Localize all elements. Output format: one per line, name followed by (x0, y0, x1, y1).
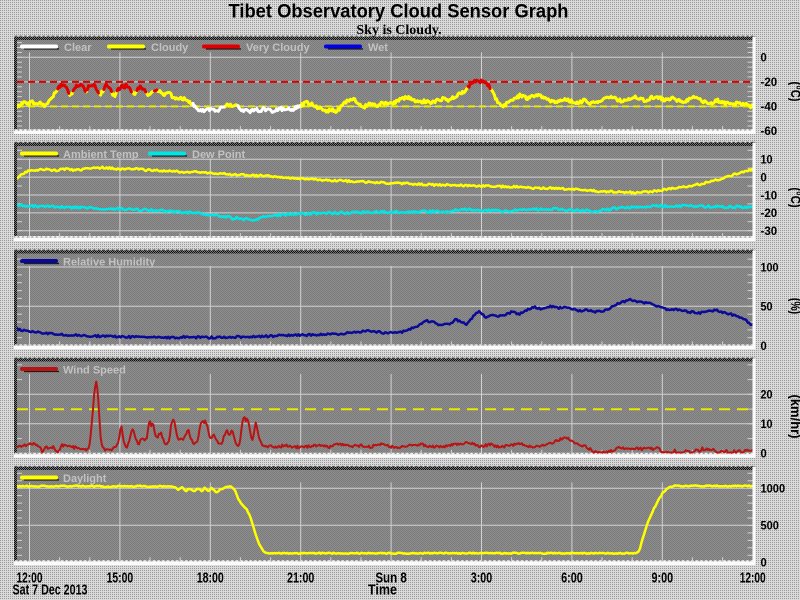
svg-text:(°C): (°C) (788, 187, 800, 207)
svg-text:(°C): (°C) (788, 82, 800, 102)
svg-text:Sun 8: Sun 8 (375, 571, 407, 587)
svg-text:Wind Speed: Wind Speed (63, 364, 126, 376)
svg-text:-20: -20 (761, 206, 778, 220)
svg-text:0: 0 (761, 447, 767, 461)
svg-text:0: 0 (761, 170, 767, 184)
svg-text:-40: -40 (761, 100, 778, 114)
svg-text:12:00: 12:00 (740, 571, 766, 587)
svg-text:-60: -60 (761, 124, 778, 138)
svg-text:Relative Humidity: Relative Humidity (63, 256, 156, 268)
svg-text:Daylight: Daylight (63, 473, 107, 485)
svg-text:9:00: 9:00 (652, 571, 674, 587)
svg-text:6:00: 6:00 (561, 571, 583, 587)
svg-text:15:00: 15:00 (107, 571, 134, 587)
svg-text:12:00: 12:00 (17, 571, 43, 587)
svg-text:0: 0 (761, 339, 767, 353)
svg-text:50: 50 (761, 300, 773, 314)
svg-text:1000: 1000 (761, 482, 786, 496)
svg-text:Dew Point: Dew Point (192, 149, 246, 161)
svg-text:Very Cloudy: Very Cloudy (246, 42, 310, 54)
svg-text:0: 0 (761, 556, 767, 570)
svg-text:Clear: Clear (64, 42, 92, 54)
svg-text:Cloudy: Cloudy (151, 42, 189, 54)
svg-text:18:00: 18:00 (197, 571, 224, 587)
svg-text:500: 500 (761, 519, 779, 533)
svg-text:Tibet Observatory Cloud Sensor: Tibet Observatory Cloud Sensor Graph (229, 2, 569, 23)
svg-text:Time: Time (368, 583, 397, 599)
svg-text:Sat 7 Dec 2013: Sat 7 Dec 2013 (13, 583, 88, 599)
svg-text:Sky is Cloudy.: Sky is Cloudy. (356, 23, 441, 38)
svg-text:-30: -30 (761, 224, 778, 238)
svg-text:Wet: Wet (368, 42, 388, 54)
svg-text:21:00: 21:00 (287, 571, 314, 587)
svg-text:3:00: 3:00 (471, 571, 492, 587)
svg-text:(%): (%) (788, 298, 800, 314)
svg-text:Ambient Temp: Ambient Temp (63, 149, 139, 161)
svg-text:(km/hr): (km/hr) (788, 395, 800, 439)
svg-text:-20: -20 (761, 75, 778, 89)
svg-text:10: 10 (761, 417, 773, 431)
svg-text:10: 10 (761, 153, 773, 167)
svg-text:100: 100 (761, 260, 779, 274)
svg-text:-10: -10 (761, 188, 778, 202)
svg-text:20: 20 (761, 388, 773, 402)
svg-text:0: 0 (761, 51, 767, 65)
